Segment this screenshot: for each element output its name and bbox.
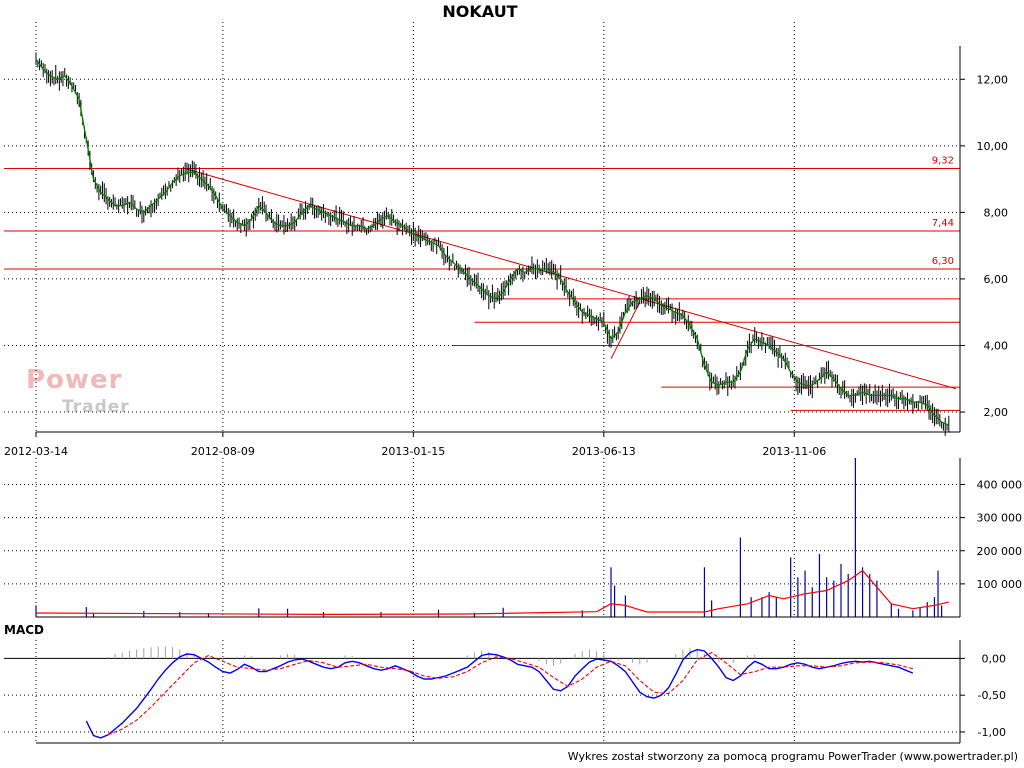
macd-tick-label: -1,00: [978, 726, 1006, 739]
volume-tick-label: 400 000: [977, 479, 1023, 492]
signal-line: [107, 651, 914, 736]
moving-average-line: [35, 58, 950, 426]
price-tick-label: 12,00: [977, 73, 1009, 86]
resistance-label: 9,32: [932, 155, 954, 166]
price-bars: [35, 52, 950, 436]
chart-title: NOKAUT: [442, 2, 518, 21]
volume-tick-label: 100 000: [977, 578, 1023, 591]
footer-credit: Wykres został stworzony za pomocą progra…: [567, 750, 1018, 763]
price-tick-label: 4,00: [984, 339, 1009, 352]
volume-tick-label: 300 000: [977, 512, 1023, 525]
date-tick-label: 2013-01-15: [381, 445, 445, 458]
date-tick-label: 2012-08-09: [191, 445, 255, 458]
date-tick-label: 2012-03-14: [4, 445, 68, 458]
macd-panel-label: MACD: [4, 623, 44, 637]
resistance-label: 6,30: [932, 256, 954, 267]
date-tick-label: 2013-11-06: [762, 445, 826, 458]
resistance-label: 7,44: [932, 218, 954, 229]
price-tick-label: 10,00: [977, 140, 1009, 153]
macd-tick-label: -0,50: [978, 689, 1006, 702]
resistance-lines: 9,32 7,44 6,30: [4, 155, 960, 411]
volume-bars: [35, 458, 949, 617]
grid-layer: [4, 22, 960, 743]
trend-line: [610, 301, 641, 360]
macd-line: [85, 648, 914, 739]
price-tick-label: 2,00: [984, 406, 1009, 419]
date-tick-label: 2013-06-13: [572, 445, 636, 458]
logo-word-power: Power: [26, 365, 123, 395]
macd-tick-label: 0,00: [982, 652, 1007, 665]
price-tick-label: 8,00: [984, 206, 1009, 219]
macd-series: [85, 646, 914, 739]
trend-line: [186, 168, 957, 390]
moving-average-path: [35, 58, 950, 426]
price-tick-label: 6,00: [984, 273, 1009, 286]
axes-layer: 2,00 4,00 6,00 8,00 10,00 12,00 100 000 200 000…: [4, 46, 1023, 744]
volume-average-path: [35, 569, 949, 616]
volume-tick-label: 200 000: [977, 545, 1023, 558]
